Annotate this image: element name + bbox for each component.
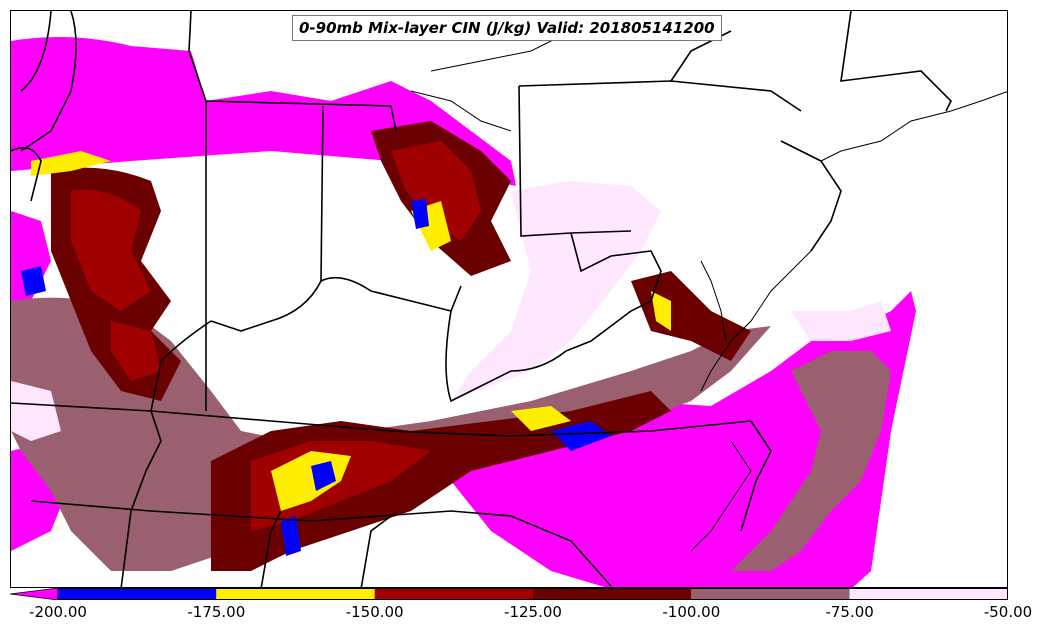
colorbar-bin-5 bbox=[849, 588, 1008, 600]
colorbar-tick-label: -175.00 bbox=[187, 603, 246, 621]
colorbar-bin-4 bbox=[691, 588, 850, 600]
colorbar-tick-label: -50.00 bbox=[983, 603, 1033, 621]
colorbar-border bbox=[57, 588, 1008, 600]
map-title: 0-90mb Mix-layer CIN (J/kg) Valid: 20180… bbox=[292, 15, 722, 41]
colorbar-bin-2 bbox=[374, 588, 533, 600]
colorbar-bin-0 bbox=[58, 588, 217, 600]
colorbar bbox=[10, 588, 1008, 600]
cin-blue-fill bbox=[21, 199, 611, 556]
colorbar-bin-3 bbox=[533, 588, 692, 600]
colorbar-underflow bbox=[10, 588, 59, 600]
map-panel bbox=[10, 10, 1008, 588]
cin-red-fill bbox=[71, 141, 481, 531]
cin-yellow-fill bbox=[31, 151, 671, 511]
colorbar-tick-label: -100.00 bbox=[662, 603, 721, 621]
colorbar-bin-1 bbox=[216, 588, 375, 600]
colorbar-tick-label: -200.00 bbox=[29, 603, 87, 621]
coastline bbox=[410, 30, 1007, 552]
state-borders bbox=[11, 11, 952, 587]
cin-light-pink-fill bbox=[11, 181, 891, 441]
colorbar-tick-label: -150.00 bbox=[345, 603, 404, 621]
colorbar-tick-label: -75.00 bbox=[825, 603, 874, 621]
colorbar-tick-label: -125.00 bbox=[504, 603, 562, 621]
cin-map bbox=[11, 11, 1007, 587]
